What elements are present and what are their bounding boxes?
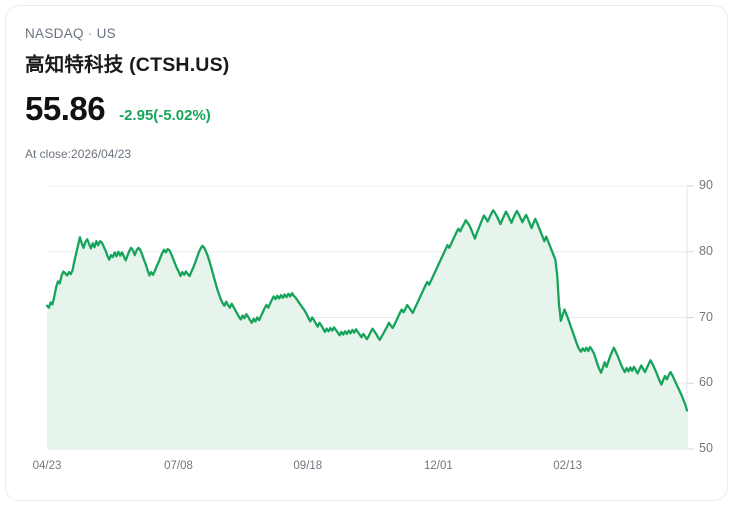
region-label: US: [96, 26, 116, 41]
price-chart[interactable]: 90 80 70 60 50 04/23 07/08 09/18 12/01 02/13: [6, 166, 727, 496]
stock-quote-card: NASDAQ · US 高知特科技 (CTSH.US) 55.86 -2.95(-5…: [5, 5, 728, 501]
chart-y-tick-label: 90: [699, 178, 713, 192]
chart-y-tick-label: 60: [699, 375, 713, 390]
at-close-note: At close:2026/04/23: [25, 147, 132, 161]
price-row: 55.86 -2.95(-5.02%): [25, 90, 211, 128]
chart-y-tick-label: 50: [699, 441, 713, 455]
chart-y-tick-label: 80: [699, 243, 713, 258]
chart-x-tick-label: 02/13: [553, 460, 583, 472]
exchange-label: NASDAQ: [25, 26, 84, 41]
chart-x-tick-label: 12/01: [423, 460, 453, 472]
exchange-separator: ·: [87, 26, 93, 41]
chart-y-ticks: [687, 185, 694, 450]
chart-line: [45, 209, 689, 412]
exchange-region-line: NASDAQ · US: [25, 26, 116, 41]
chart-y-tick-label: 70: [699, 309, 713, 324]
page-title: 高知特科技 (CTSH.US): [25, 54, 230, 76]
chart-x-tick-label: 07/08: [164, 460, 193, 472]
price-chart-svg: [45, 185, 694, 450]
chart-x-tick-label: 09/18: [293, 460, 323, 472]
price-change: -2.95(-5.02%): [119, 107, 211, 124]
chart-x-tick-label: 04/23: [32, 460, 62, 472]
chart-area-fill: [47, 210, 687, 449]
last-price: 55.86: [25, 90, 106, 127]
